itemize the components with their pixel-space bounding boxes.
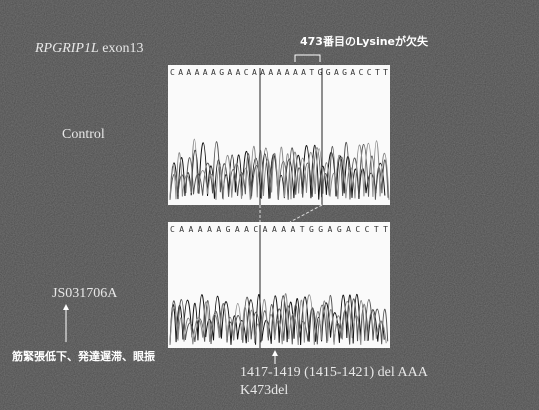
mutation-cdna: 1417-1419 (1415-1421) del AAA — [240, 365, 429, 380]
slide: RPGRIP1L exon13 473番目のLysineが欠失 CAAAAAGA… — [0, 0, 539, 410]
patient-label: JS031706A — [52, 286, 118, 301]
exon: exon13 — [102, 41, 143, 56]
gene-name: RPGRIP1L — [34, 41, 99, 56]
annotation: 473番目のLysineが欠失 — [300, 34, 429, 48]
title: RPGRIP1L exon13 — [34, 41, 143, 56]
mutation-protein: K473del — [240, 383, 288, 398]
symptoms: 筋緊張低下、発達遅滞、眼振 — [11, 349, 155, 363]
control-label: Control — [62, 127, 105, 142]
